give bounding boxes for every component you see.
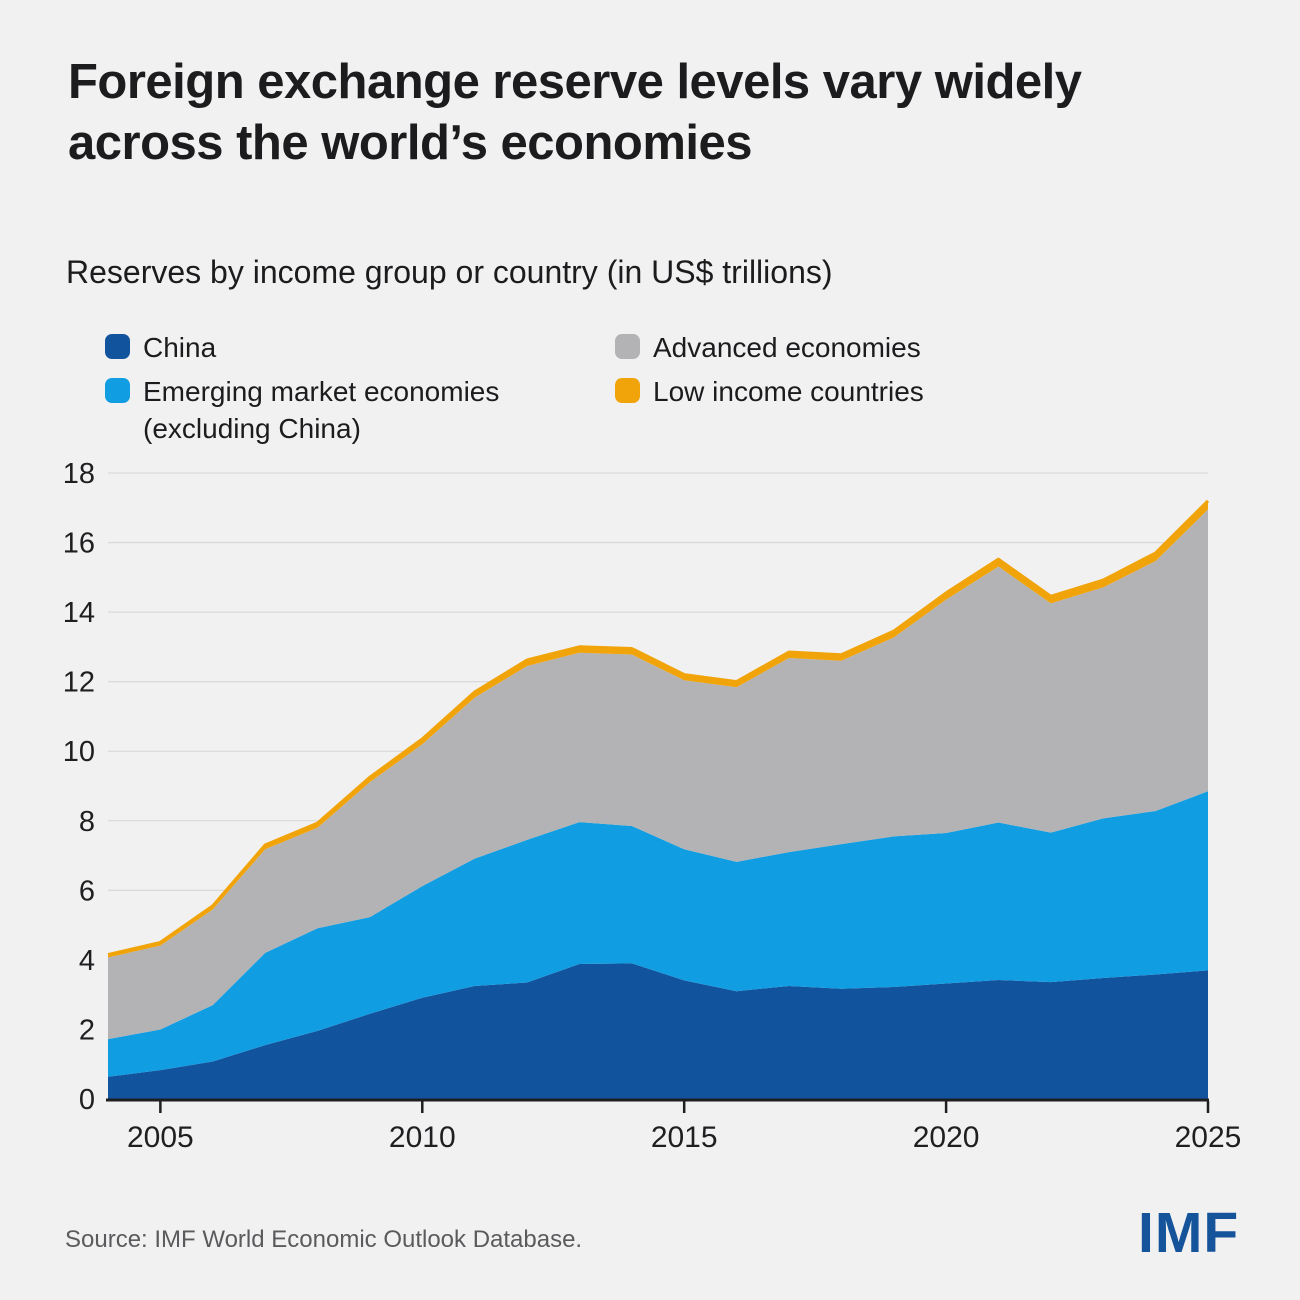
area-advanced-economies: [108, 509, 1208, 1040]
y-tick-label-16: 16: [63, 528, 95, 560]
page-title-line-1: Foreign exchange reserve levels vary wid…: [68, 55, 1082, 109]
y-tick-label-6: 6: [79, 875, 95, 907]
y-tick-label-8: 8: [79, 806, 95, 838]
y-tick-label-18: 18: [63, 458, 95, 490]
x-tick-label-2005: 2005: [127, 1121, 194, 1154]
y-tick-label-12: 12: [63, 667, 95, 699]
area-emerging-markets: [108, 791, 1208, 1077]
legend-item-low-income-countries: Low income countries: [615, 374, 924, 411]
page-title-line-2: across the world’s economies: [68, 115, 753, 170]
source-note: Source: IMF World Economic Outlook Datab…: [65, 1226, 583, 1253]
legend-label-advanced-economies: Advanced economies: [653, 332, 921, 363]
y-tick-label-4: 4: [79, 945, 95, 977]
legend-item-china: China: [105, 330, 216, 367]
y-tick-label-2: 2: [79, 1014, 95, 1046]
page-title: Foreign exchange reserve levels vary wid…: [68, 52, 1248, 174]
legend-item-emerging-markets: Emerging market economies (excluding Chi…: [105, 374, 499, 448]
area-china: [108, 963, 1208, 1099]
legend-label-emerging-markets-line2: (excluding China): [143, 412, 361, 444]
y-tick-label-14: 14: [63, 597, 95, 629]
x-tick-label-2025: 2025: [1175, 1121, 1242, 1154]
chart-subtitle: Reserves by income group or country (in …: [66, 254, 833, 290]
y-tick-label-0: 0: [79, 1084, 95, 1116]
total-line-low-income-top: [107, 499, 1210, 957]
legend-swatch-china: [105, 334, 130, 359]
legend-swatch-emerging-markets: [105, 378, 130, 403]
legend-item-advanced-economies: Advanced economies: [615, 330, 921, 367]
legend-swatch-advanced-economies: [615, 334, 640, 359]
legend-label-emerging-markets: Emerging market economies (excluding Chi…: [143, 374, 499, 448]
x-tick-label-2020: 2020: [913, 1121, 980, 1154]
x-tick-label-2015: 2015: [651, 1121, 718, 1154]
legend-label-emerging-markets-line1: Emerging market economies: [143, 376, 500, 407]
legend-swatch-low-income-countries: [615, 378, 640, 403]
legend-label-low-income-countries: Low income countries: [653, 376, 924, 407]
y-tick-label-10: 10: [63, 736, 95, 768]
legend-label-china: China: [143, 332, 217, 363]
imf-logo: IMF: [1138, 1201, 1240, 1265]
x-tick-label-2010: 2010: [389, 1121, 456, 1154]
